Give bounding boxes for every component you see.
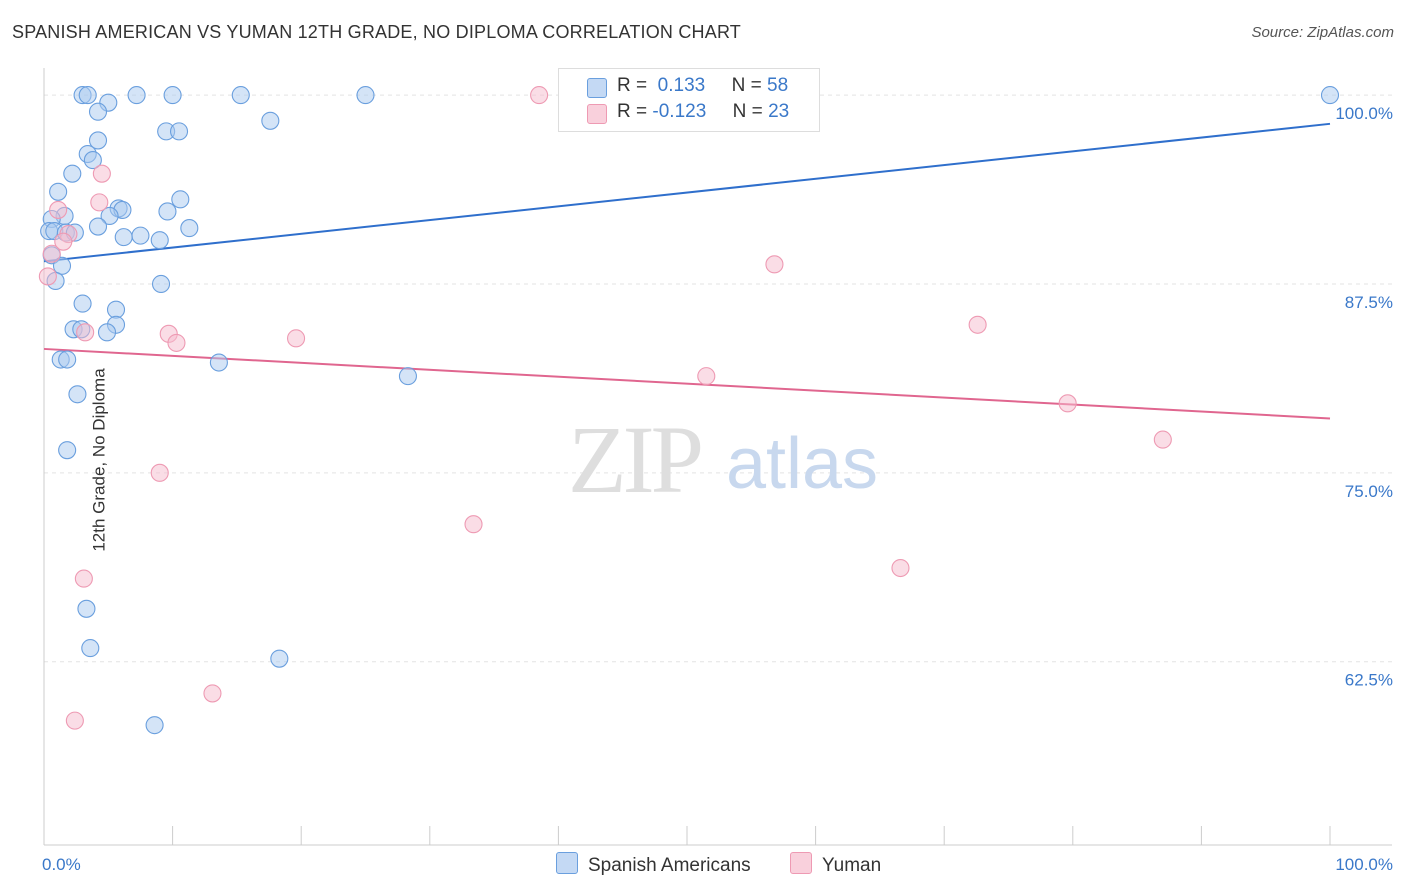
x-tick-labels: 0.0% 100.0% bbox=[42, 855, 1393, 874]
bottom-legend-spanish-americans[interactable]: Spanish Americans bbox=[556, 852, 751, 877]
stats-legend: R = 0.133 N = 58 R = -0.123 N = 23 bbox=[558, 68, 820, 132]
data-point bbox=[52, 256, 72, 275]
data-point bbox=[88, 131, 108, 150]
data-point bbox=[73, 294, 92, 313]
y-tick-label: 87.5% bbox=[1345, 293, 1393, 312]
bottom-legend-swatch-blue bbox=[556, 852, 578, 874]
chart-title: SPANISH AMERICAN VS YUMAN 12TH GRADE, NO… bbox=[12, 22, 742, 42]
data-point bbox=[150, 463, 169, 482]
data-point bbox=[150, 231, 169, 250]
data-point bbox=[54, 232, 73, 251]
data-point bbox=[1320, 86, 1340, 105]
data-point bbox=[169, 122, 189, 141]
axes bbox=[43, 68, 1392, 846]
data-point bbox=[63, 164, 82, 183]
series-yuman bbox=[38, 86, 1172, 730]
data-point bbox=[231, 86, 250, 105]
data-point bbox=[106, 300, 126, 319]
data-point bbox=[88, 102, 108, 121]
trend-line-yuman bbox=[43, 347, 1331, 420]
x-tick-label: 100.0% bbox=[1335, 855, 1393, 874]
data-point bbox=[127, 86, 146, 105]
data-point bbox=[530, 86, 549, 105]
data-point bbox=[203, 684, 222, 703]
data-point bbox=[38, 267, 57, 286]
legend-r-value: -0.123 bbox=[652, 101, 707, 122]
watermark-atlas: atlas bbox=[726, 424, 878, 504]
data-point bbox=[88, 217, 108, 236]
data-point bbox=[891, 558, 910, 578]
legend-n-value: 58 bbox=[767, 75, 789, 96]
bottom-legend-yuman[interactable]: Yuman bbox=[790, 852, 881, 877]
watermark-zip: ZIP bbox=[568, 406, 701, 513]
data-point bbox=[131, 226, 150, 245]
data-point bbox=[151, 274, 171, 294]
data-point bbox=[100, 206, 119, 226]
data-point bbox=[968, 315, 987, 334]
data-point bbox=[77, 599, 96, 618]
legend-swatch-blue bbox=[587, 78, 607, 98]
legend-n-label: N = bbox=[731, 75, 762, 96]
x-tick-label: 0.0% bbox=[42, 855, 81, 874]
y-axis-label: 12th Grade, No Diploma bbox=[89, 368, 109, 552]
data-point bbox=[83, 151, 102, 170]
data-point bbox=[163, 86, 182, 105]
data-point bbox=[464, 515, 483, 534]
data-point bbox=[97, 323, 117, 342]
data-point bbox=[68, 385, 87, 404]
data-point bbox=[58, 441, 77, 460]
legend-r-label: R = bbox=[617, 75, 648, 96]
data-point bbox=[398, 367, 417, 386]
data-point bbox=[49, 182, 68, 201]
data-point bbox=[287, 329, 306, 348]
trend-lines bbox=[43, 122, 1331, 420]
data-point bbox=[356, 86, 375, 105]
data-point bbox=[76, 323, 95, 342]
data-point bbox=[49, 200, 68, 219]
y-tick-label: 62.5% bbox=[1345, 671, 1393, 690]
data-point bbox=[65, 711, 84, 730]
source-label: Source: ZipAtlas.com bbox=[1251, 24, 1394, 41]
y-tick-label: 100.0% bbox=[1335, 104, 1393, 123]
data-point bbox=[171, 190, 190, 209]
bottom-legend-swatch-pink bbox=[790, 852, 812, 874]
legend-n-value: 23 bbox=[768, 101, 790, 122]
data-point bbox=[74, 569, 93, 588]
legend-r-label: R = bbox=[617, 101, 648, 122]
data-point bbox=[697, 367, 716, 386]
data-point bbox=[765, 255, 784, 274]
gridlines bbox=[44, 94, 1392, 663]
legend-swatch-pink bbox=[587, 104, 607, 124]
legend-r-value: 0.133 bbox=[652, 75, 706, 96]
data-point bbox=[81, 639, 100, 658]
data-point bbox=[42, 244, 61, 263]
data-point bbox=[1153, 430, 1172, 449]
data-point bbox=[1058, 394, 1077, 413]
data-point bbox=[158, 202, 177, 221]
bottom-legend-label: Spanish Americans bbox=[588, 855, 751, 876]
data-point bbox=[270, 649, 289, 668]
legend-n-label: N = bbox=[732, 101, 763, 122]
data-point bbox=[180, 219, 199, 238]
watermark: ZIP atlas bbox=[568, 406, 878, 513]
data-point bbox=[261, 111, 280, 130]
data-point bbox=[114, 228, 133, 247]
y-tick-labels: 62.5% 75.0% 87.5% 100.0% bbox=[1335, 104, 1393, 690]
bottom-legend-label: Yuman bbox=[822, 855, 882, 876]
data-points bbox=[38, 86, 1340, 735]
data-point bbox=[92, 164, 111, 183]
data-point bbox=[145, 716, 164, 735]
data-point bbox=[209, 353, 228, 372]
data-point bbox=[78, 86, 97, 105]
data-point bbox=[90, 193, 109, 212]
data-point bbox=[58, 350, 77, 369]
trend-line-spanish-americans bbox=[43, 122, 1331, 263]
data-point bbox=[167, 333, 186, 352]
y-tick-label: 75.0% bbox=[1345, 482, 1393, 501]
